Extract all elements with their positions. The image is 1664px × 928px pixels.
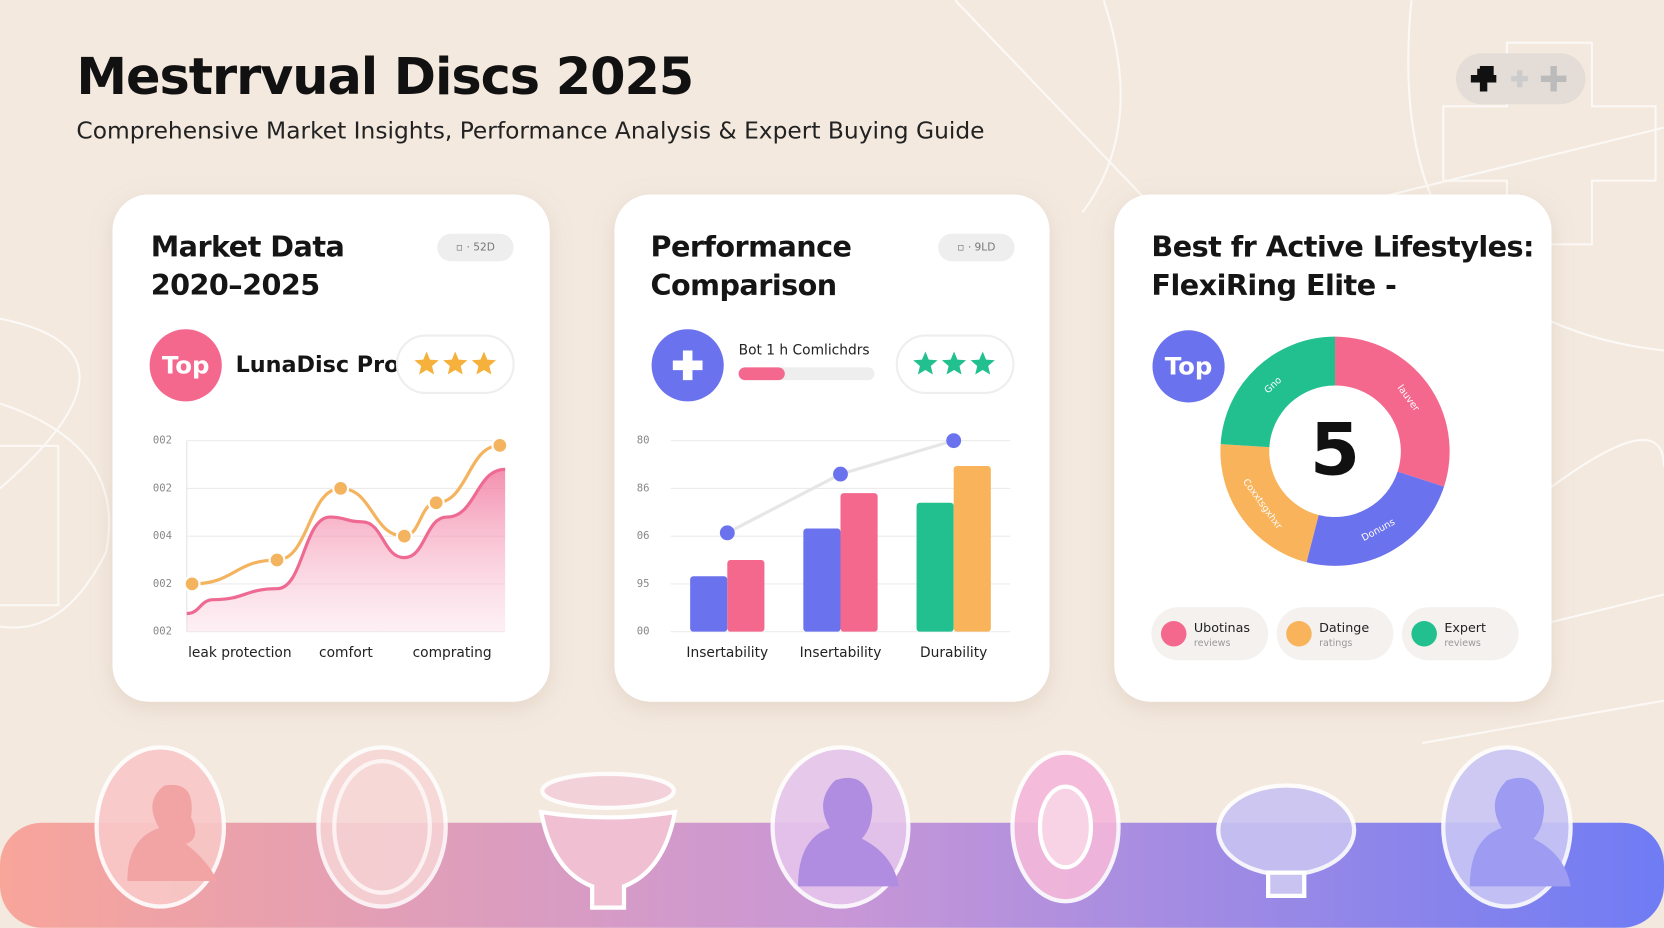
chip — [1276, 607, 1394, 661]
x-tick-label: Insertability — [800, 645, 882, 661]
chip — [1401, 607, 1519, 661]
star — [443, 351, 468, 375]
card-title: FlexiRing Elite - — [1151, 268, 1396, 302]
stars — [913, 351, 995, 375]
y-tick-label: 00 — [637, 625, 650, 638]
marker — [268, 551, 286, 569]
badge — [149, 329, 222, 402]
chip — [1151, 607, 1269, 661]
bar — [727, 560, 765, 632]
bar — [916, 502, 954, 632]
donut-segment — [1306, 471, 1445, 566]
donut-segment — [1220, 336, 1336, 448]
chips: Ubotinas reviews Datinge ratings Expert revie… — [1151, 607, 1519, 661]
y-tick-label: 06 — [637, 529, 650, 542]
x-tick-label: comprating — [413, 645, 492, 661]
y-tick-label: 86 — [637, 481, 650, 494]
marker — [719, 525, 735, 541]
chip-label: Expert — [1444, 621, 1486, 636]
y-tick-label: 002 — [153, 577, 172, 590]
marker — [395, 527, 413, 545]
x-tick-label: comfort — [319, 645, 373, 661]
subtitle: Comprehensive Market Insights, Performan… — [76, 116, 984, 144]
card-title: 2020–2025 — [151, 268, 320, 302]
product-icons — [94, 745, 1573, 910]
x-tick-label: Durability — [920, 645, 987, 661]
star — [941, 351, 967, 375]
area — [186, 469, 506, 632]
marker — [183, 575, 201, 593]
pill-text: ▫ · 52D — [456, 241, 495, 254]
y-tick-label: 002 — [153, 625, 172, 638]
caption: Bot 1 h Comlichdrs — [739, 342, 870, 358]
chip-sub: reviews — [1444, 638, 1481, 649]
pill — [437, 233, 514, 262]
x-tick-label: leak protection — [188, 645, 292, 661]
star — [913, 351, 938, 375]
bar — [840, 493, 878, 632]
y-tick-label: 004 — [153, 529, 172, 542]
plus-icon — [672, 350, 703, 381]
badge-text: Top — [162, 350, 210, 379]
chip-sub: reviews — [1194, 638, 1231, 649]
star — [471, 351, 497, 375]
y-tick-label: 80 — [637, 434, 650, 447]
donut-hole — [1270, 386, 1400, 516]
donut-segment — [1220, 444, 1319, 563]
bar — [690, 576, 728, 632]
card-title: Comparison — [651, 268, 837, 302]
y-tick-label: 95 — [637, 577, 650, 590]
line — [186, 467, 506, 616]
title: Mestrrvual Discs 2025 — [76, 48, 693, 107]
chip-sub: ratings — [1319, 638, 1352, 649]
y-tick-label: 002 — [153, 434, 172, 447]
card-title: Market Data — [151, 230, 345, 264]
marker — [427, 494, 445, 512]
chip-icon — [1286, 621, 1312, 647]
badge — [1152, 330, 1225, 403]
card-title: Best fr Active Lifestyles: — [1151, 230, 1534, 264]
product-name: LunaDisc Pro — [236, 352, 400, 378]
progress-bar — [738, 367, 785, 381]
chip-label: Datinge — [1319, 621, 1369, 636]
bar — [803, 528, 841, 632]
marker — [833, 466, 848, 482]
donut-segment — [1335, 336, 1450, 487]
card-title: Performance — [651, 230, 852, 264]
x-tick-label: Insertability — [686, 645, 768, 661]
marker — [332, 479, 350, 497]
y-tick-label: 002 — [153, 481, 172, 494]
line — [192, 443, 501, 586]
stars — [414, 351, 497, 375]
pill-text: ▫ · 9LD — [957, 241, 995, 254]
star — [414, 351, 439, 375]
top-badge — [1456, 53, 1586, 105]
donut-center: 5 — [1310, 408, 1360, 492]
bar — [953, 465, 991, 632]
chip-label: Ubotinas — [1194, 621, 1250, 636]
badge-text: Top — [1165, 351, 1213, 380]
chip-icon — [1411, 621, 1437, 647]
chip-icon — [1160, 621, 1187, 647]
star — [970, 351, 995, 375]
marker — [491, 436, 509, 454]
marker — [946, 433, 962, 449]
pill — [938, 233, 1015, 262]
